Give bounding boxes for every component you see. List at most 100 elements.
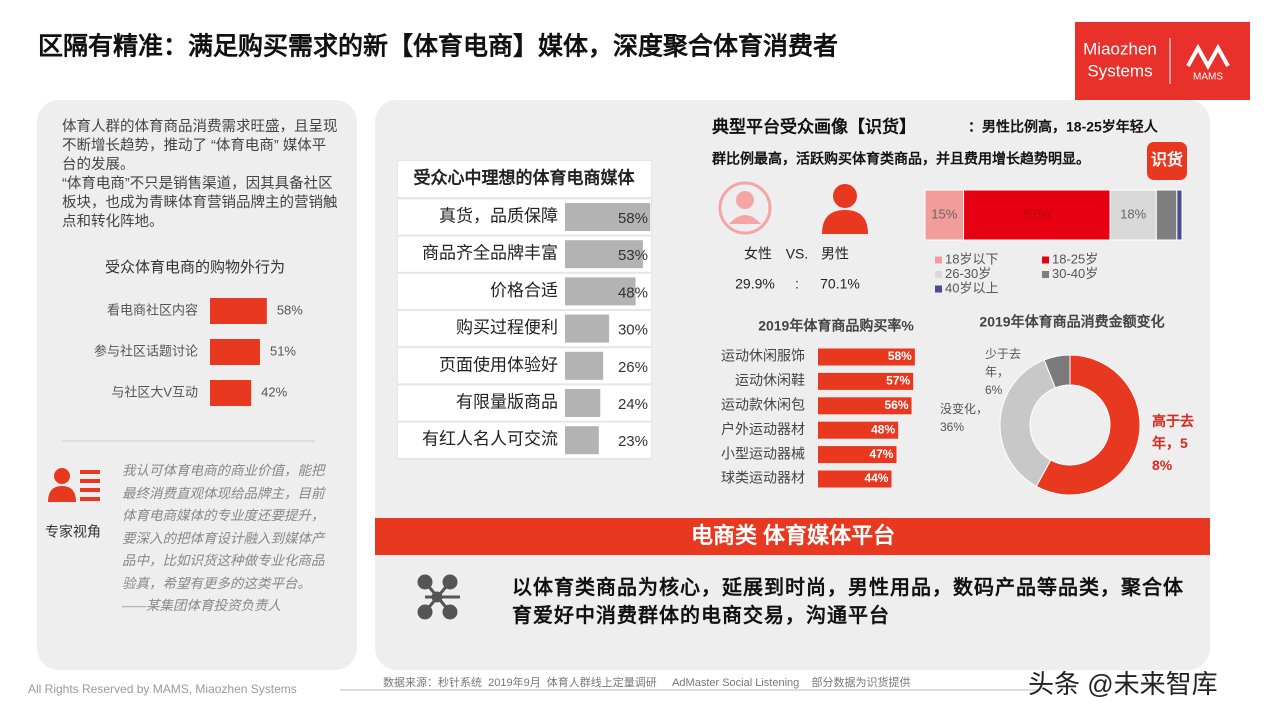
gender-share: 29.9% bbox=[735, 276, 775, 292]
left-panel bbox=[37, 100, 357, 670]
male-icon bbox=[822, 184, 868, 234]
category-label: 真货，品质保障 bbox=[439, 206, 558, 225]
logo-box bbox=[1075, 22, 1250, 100]
bar bbox=[818, 446, 897, 464]
category-label: 运动休闲服饰 bbox=[721, 348, 805, 364]
value-label: 48% bbox=[618, 284, 648, 301]
bar bbox=[818, 397, 912, 415]
legend-swatch bbox=[1042, 256, 1049, 264]
category-label: 页面使用体验好 bbox=[439, 354, 558, 374]
bar bbox=[210, 380, 252, 406]
value-label: 56% bbox=[884, 398, 908, 412]
bar bbox=[565, 351, 604, 380]
gender-label: 女性 bbox=[744, 246, 772, 262]
expert-label: 专家视角 bbox=[45, 524, 101, 540]
category-label: 户外运动器材 bbox=[721, 421, 805, 437]
watermark: 头条 @未来智库 bbox=[1028, 669, 1218, 699]
vs: VS. bbox=[786, 246, 809, 262]
value-label: 58% bbox=[888, 349, 912, 363]
slide-title: 区隔有精准：满足购买需求的新【体育电商】媒体，深度聚合体育消费者 bbox=[38, 32, 838, 61]
donut-label: 没变化，36% bbox=[940, 402, 989, 434]
gender-share: 70.1% bbox=[820, 276, 860, 292]
ideal-title-row bbox=[398, 161, 651, 197]
copyright: All Rights Reserved by MAMS, Miaozhen Sy… bbox=[28, 682, 297, 696]
legend-label: 26-30岁 bbox=[945, 266, 991, 281]
chart-title: 2019年体育商品消费金额变化 bbox=[979, 314, 1164, 330]
bar bbox=[210, 339, 260, 365]
value-label: 24% bbox=[618, 396, 648, 413]
logo-brand: Miaozhen bbox=[1083, 39, 1157, 58]
row-bg bbox=[398, 385, 651, 421]
intro-paragraph: 体育人群的体育商品消费需求旺盛，且呈现不断增长趋势，推动了 “体育电商” 媒体平… bbox=[62, 119, 338, 173]
donut-slice bbox=[1035, 354, 1141, 496]
category-label: 运动款休闲包 bbox=[721, 397, 805, 413]
source: 数据来源：秒针系统 2019年9月 体育人群线上定量调研 AdMaster So… bbox=[383, 675, 911, 689]
value-label: 58% bbox=[618, 210, 648, 227]
intro-paragraph: “体育电商”不只是销售渠道，因其具备社区板块，也成为青睐体育营销品牌主的营销触点… bbox=[62, 176, 338, 230]
category-label: 与社区大V互动 bbox=[111, 384, 198, 399]
value-label: 57% bbox=[886, 374, 910, 388]
bar bbox=[565, 426, 599, 455]
legend-swatch bbox=[935, 256, 942, 264]
legend-swatch bbox=[935, 271, 942, 278]
category-label: 有红人名人可交流 bbox=[422, 430, 558, 449]
donut-slice bbox=[999, 359, 1056, 488]
bar bbox=[818, 470, 892, 488]
profile-summary: ：男性比例高，18-25岁年轻人 bbox=[968, 119, 1159, 135]
value-label: 44% bbox=[864, 471, 888, 485]
chart-title: 受众体育电商的购物外行为 bbox=[105, 259, 285, 276]
bar bbox=[818, 348, 915, 366]
value-label: 30% bbox=[618, 322, 648, 339]
logo-icon bbox=[1186, 43, 1230, 71]
category-label: 有限量版商品 bbox=[456, 392, 558, 411]
gender-label: 男性 bbox=[821, 246, 849, 262]
value-label: 57% bbox=[1024, 206, 1050, 221]
category-label: 商品齐全品牌丰富 bbox=[422, 244, 558, 263]
bar bbox=[565, 203, 651, 231]
value-label: 18% bbox=[1120, 206, 1146, 221]
row-bg bbox=[398, 422, 651, 458]
bar bbox=[210, 298, 267, 324]
value-label: 51% bbox=[270, 343, 296, 358]
bar-segment bbox=[1176, 189, 1183, 241]
value-label: 15% bbox=[931, 206, 957, 221]
banner-bg bbox=[375, 518, 1210, 555]
legend-label: 30-40岁 bbox=[1052, 266, 1098, 281]
category-label: 参与社区话题讨论 bbox=[94, 343, 198, 358]
value-label: 23% bbox=[618, 433, 648, 450]
value-label: 26% bbox=[618, 359, 648, 376]
donut-label: 高于去年，58% bbox=[1152, 413, 1194, 473]
logo-sub: MAMS bbox=[1193, 72, 1223, 83]
banner: 电商类 体育媒体平台 bbox=[691, 523, 895, 548]
bar-segment bbox=[1155, 189, 1178, 241]
chart-title: 受众心中理想的体育电商媒体 bbox=[414, 167, 636, 187]
category-label: 价格合适 bbox=[490, 281, 558, 300]
profile-summary: 群比例最高，活跃购买体育类商品，并且费用增长趋势明显。 bbox=[711, 151, 1090, 167]
category-label: 小型运动器械 bbox=[721, 445, 805, 461]
badge: 识货 bbox=[1151, 150, 1183, 169]
bar-segment bbox=[924, 189, 965, 241]
expert-icon bbox=[48, 468, 100, 502]
bar bbox=[565, 314, 610, 343]
intro: 体育人群的体育商品消费需求旺盛，且呈现不断增长趋势，推动了 “体育电商” 媒体平… bbox=[62, 118, 340, 232]
legend-label: 40岁以上 bbox=[945, 280, 998, 295]
value-label: 42% bbox=[261, 384, 287, 399]
bar bbox=[565, 389, 601, 417]
category-label: 看电商社区内容 bbox=[107, 302, 198, 317]
bar-segment bbox=[1109, 189, 1157, 241]
category-label: 球类运动器材 bbox=[721, 470, 805, 486]
category-label: 购买过程便利 bbox=[456, 318, 558, 337]
badge-bg bbox=[1147, 142, 1187, 180]
legend-swatch bbox=[1042, 271, 1049, 278]
profile-heading: 典型平台受众画像【识货】 bbox=[712, 116, 916, 136]
value-label: 48% bbox=[871, 422, 895, 436]
legend-label: 18-25岁 bbox=[1052, 251, 1098, 266]
expert-quote: 我认可体育电商的商业价值，能把最终消费直观体现给品牌主，目前体育电商媒体的专业度… bbox=[122, 463, 325, 613]
chart-title: 2019年体育商品购买率% bbox=[758, 318, 914, 334]
bar bbox=[818, 372, 914, 390]
female-icon bbox=[718, 181, 772, 235]
legend-label: 18岁以下 bbox=[945, 251, 998, 266]
bar bbox=[818, 421, 899, 439]
bar bbox=[565, 240, 643, 269]
donut-label: 少于去年，6% bbox=[985, 347, 1022, 397]
